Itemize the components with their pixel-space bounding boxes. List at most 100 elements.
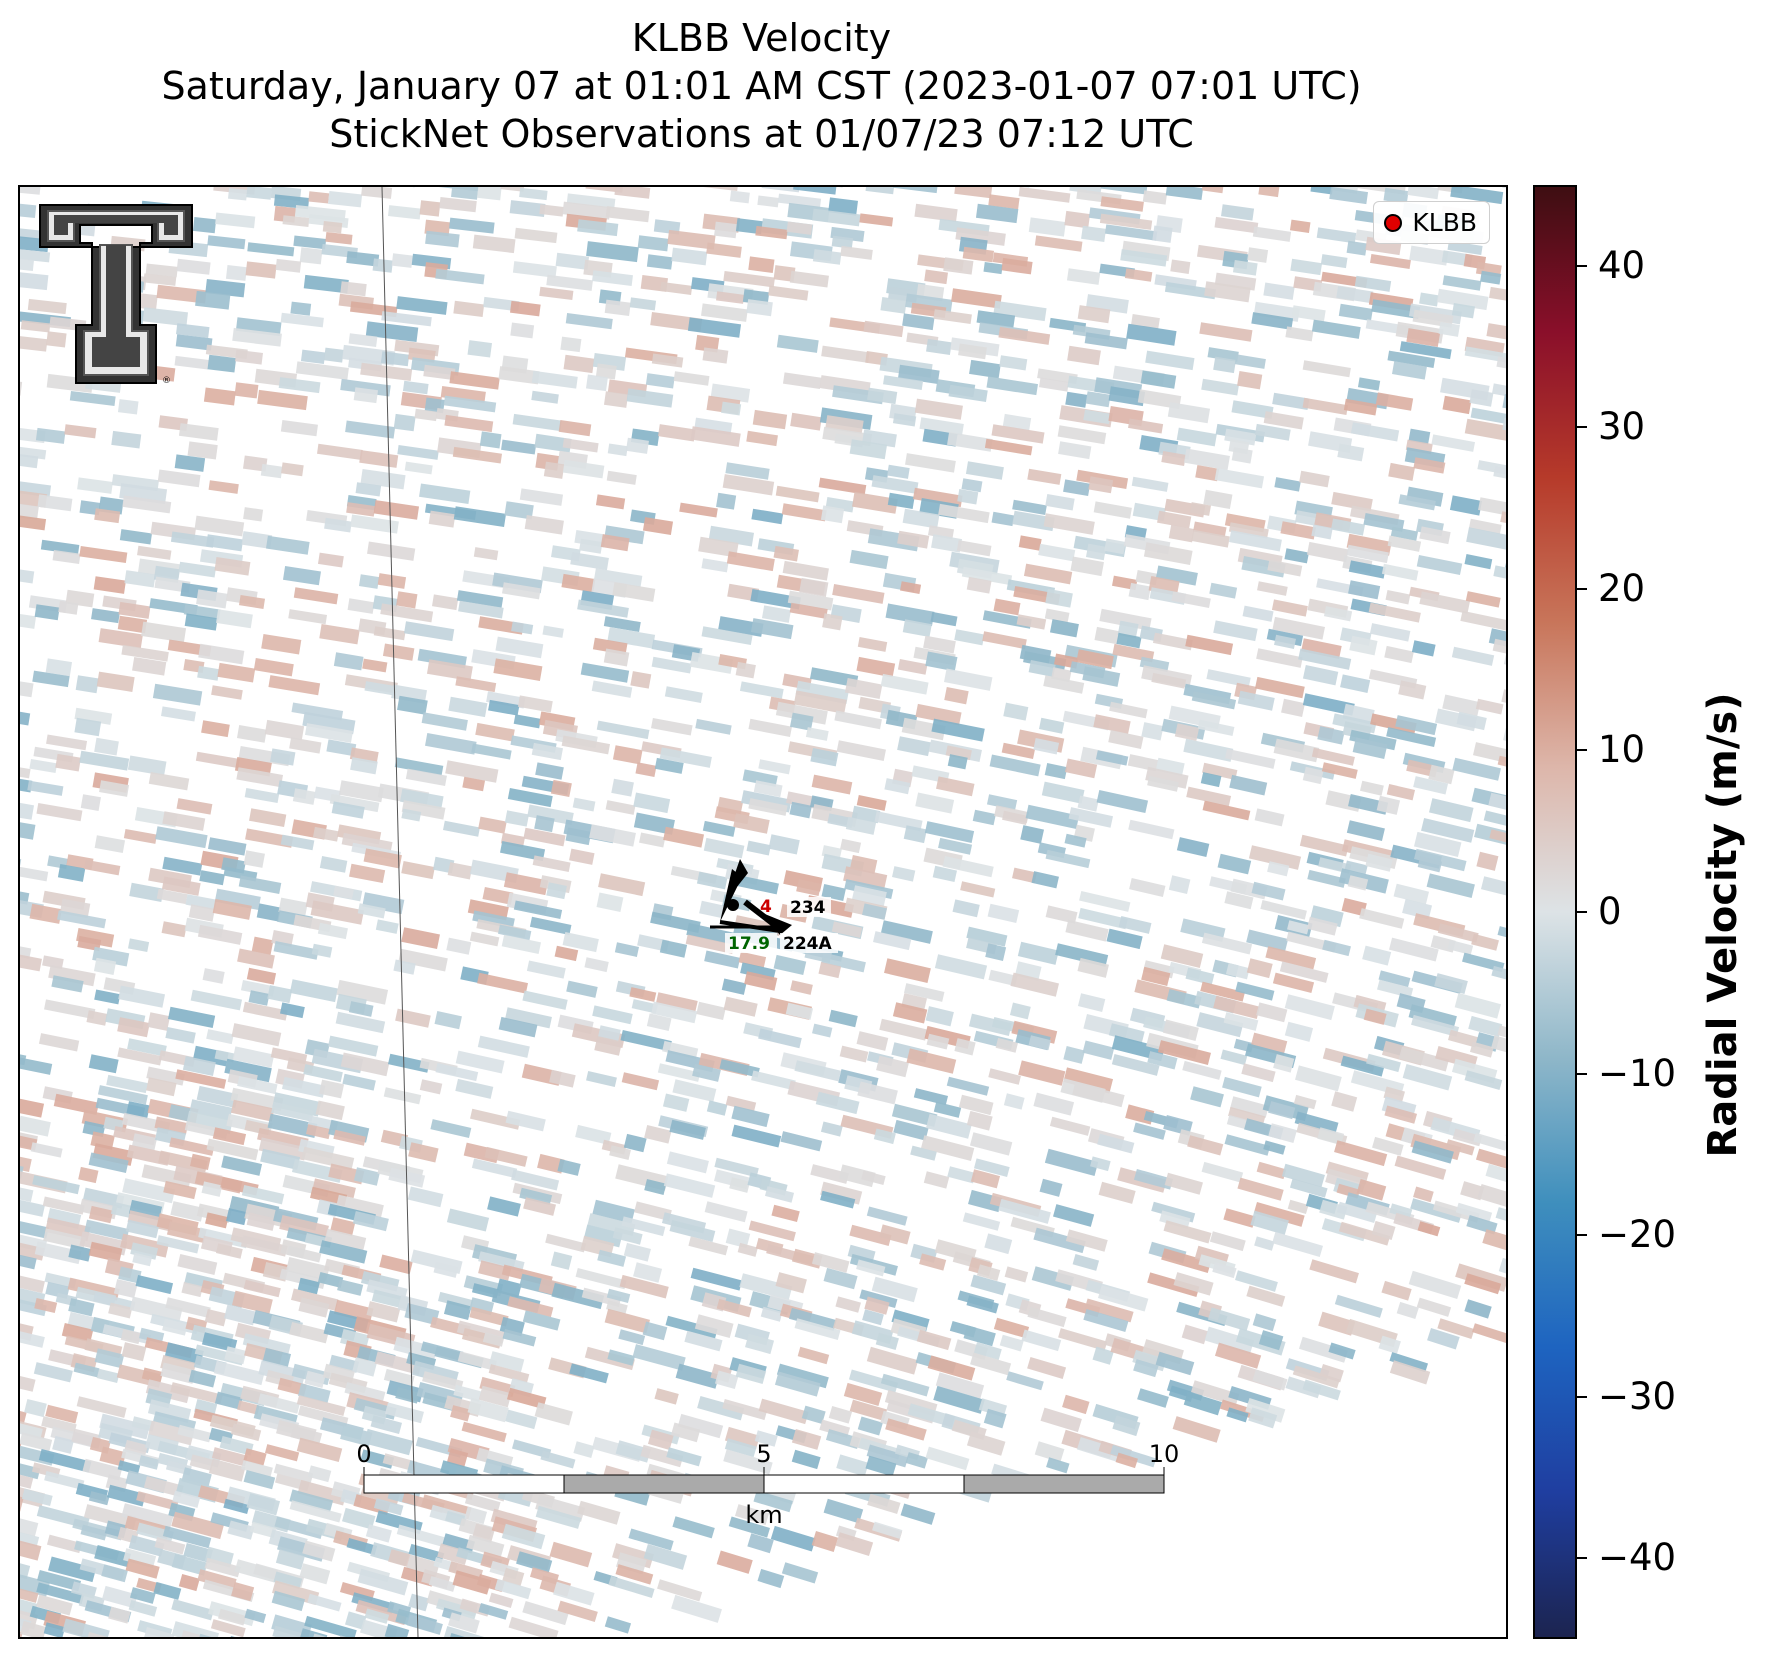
- velocity-gate: [1157, 1040, 1211, 1065]
- velocity-gate: [168, 1006, 216, 1029]
- velocity-gate: [555, 252, 590, 270]
- velocity-gate: [1124, 268, 1153, 282]
- velocity-gate: [988, 1068, 1021, 1085]
- velocity-gate: [793, 690, 847, 714]
- velocity-gate: [708, 525, 755, 547]
- velocity-gate: [1094, 626, 1120, 645]
- velocity-gate: [129, 1296, 183, 1322]
- velocity-gate: [659, 939, 688, 958]
- velocity-gate: [1370, 254, 1411, 270]
- velocity-gate: [408, 1142, 439, 1163]
- velocity-gate: [1346, 533, 1392, 556]
- velocity-gate: [865, 187, 895, 195]
- velocity-gate: [933, 1385, 985, 1414]
- velocity-gate: [1199, 322, 1253, 342]
- velocity-gate: [219, 1436, 254, 1456]
- velocity-gate: [246, 187, 272, 200]
- velocity-gate: [906, 1048, 957, 1074]
- velocity-gate: [20, 1271, 45, 1294]
- velocity-gate: [440, 386, 486, 404]
- velocity-gate: [1195, 465, 1220, 482]
- velocity-gate: [482, 886, 514, 905]
- velocity-gate: [744, 971, 778, 991]
- velocity-gate: [924, 269, 948, 285]
- velocity-gate: [592, 270, 633, 287]
- velocity-gate: [477, 1035, 530, 1058]
- velocity-gate: [394, 757, 444, 776]
- velocity-gate: [1306, 916, 1338, 936]
- velocity-gate: [42, 1196, 85, 1215]
- velocity-gate: [1298, 1336, 1348, 1363]
- velocity-gate: [726, 551, 775, 572]
- velocity-gate: [162, 1318, 188, 1336]
- velocity-gate: [812, 249, 842, 265]
- velocity-gate: [94, 989, 121, 1005]
- velocity-gate: [1385, 590, 1411, 605]
- velocity-gate: [729, 1177, 751, 1193]
- colorbar-label: Radial Velocity (m/s): [1700, 692, 1746, 1158]
- velocity-gate: [1429, 798, 1474, 823]
- velocity-gate: [453, 1384, 482, 1402]
- velocity-gate: [199, 870, 225, 886]
- velocity-gate: [20, 270, 49, 291]
- velocity-gate: [1460, 610, 1506, 632]
- velocity-gate: [1246, 929, 1289, 952]
- velocity-gate: [553, 1581, 595, 1606]
- velocity-gate: [239, 595, 266, 609]
- velocity-gate: [998, 326, 1051, 345]
- velocity-gate: [584, 957, 609, 973]
- velocity-gate: [985, 943, 1007, 962]
- velocity-gate: [203, 387, 236, 406]
- velocity-gate: [232, 327, 282, 347]
- velocity-gate: [1387, 535, 1422, 552]
- velocity-gate: [68, 1298, 95, 1317]
- velocity-gate: [443, 820, 480, 837]
- velocity-gate: [401, 808, 422, 822]
- velocity-gate: [672, 1079, 717, 1103]
- velocity-gate: [612, 582, 656, 602]
- velocity-gate: [189, 1153, 211, 1170]
- velocity-gate: [20, 478, 52, 498]
- velocity-gate: [1445, 1139, 1475, 1156]
- velocity-gate: [162, 856, 203, 876]
- velocity-gate: [218, 1608, 247, 1626]
- scale-unit: km: [745, 1501, 782, 1529]
- velocity-gate: [273, 1463, 314, 1483]
- velocity-gate: [1311, 319, 1361, 339]
- velocity-gate: [915, 703, 962, 726]
- velocity-gate: [856, 794, 887, 811]
- velocity-gate: [535, 1494, 586, 1522]
- velocity-gate: [701, 558, 729, 573]
- velocity-gate: [307, 1593, 342, 1612]
- velocity-gate: [1204, 1326, 1255, 1355]
- velocity-gate: [397, 445, 439, 460]
- velocity-gate: [176, 323, 210, 338]
- velocity-gate: [211, 685, 243, 700]
- velocity-gate: [621, 1072, 660, 1091]
- velocity-gate: [154, 1537, 186, 1555]
- velocity-gate: [809, 667, 859, 688]
- velocity-gate: [20, 1115, 51, 1137]
- velocity-gate: [108, 1606, 131, 1624]
- velocity-gate: [1046, 1457, 1070, 1474]
- velocity-gate: [777, 193, 822, 208]
- velocity-gate: [290, 1425, 323, 1445]
- velocity-gate: [1155, 1351, 1195, 1376]
- velocity-gate: [818, 962, 842, 979]
- velocity-gate: [1489, 829, 1506, 850]
- velocity-gate: [828, 1009, 858, 1028]
- velocity-gate: [1152, 225, 1173, 243]
- velocity-gate: [388, 1549, 411, 1567]
- velocity-gate: [1105, 224, 1158, 241]
- velocity-gate: [1359, 780, 1384, 796]
- velocity-gate: [273, 941, 319, 960]
- velocity-gate: [57, 864, 86, 882]
- velocity-gate: [472, 910, 515, 929]
- velocity-gate: [1241, 556, 1286, 578]
- velocity-gate: [1004, 1266, 1029, 1283]
- velocity-gate: [398, 948, 448, 972]
- velocity-gate: [152, 683, 203, 706]
- velocity-gate: [1274, 634, 1296, 649]
- velocity-gate: [289, 737, 322, 754]
- velocity-gate: [1018, 535, 1042, 551]
